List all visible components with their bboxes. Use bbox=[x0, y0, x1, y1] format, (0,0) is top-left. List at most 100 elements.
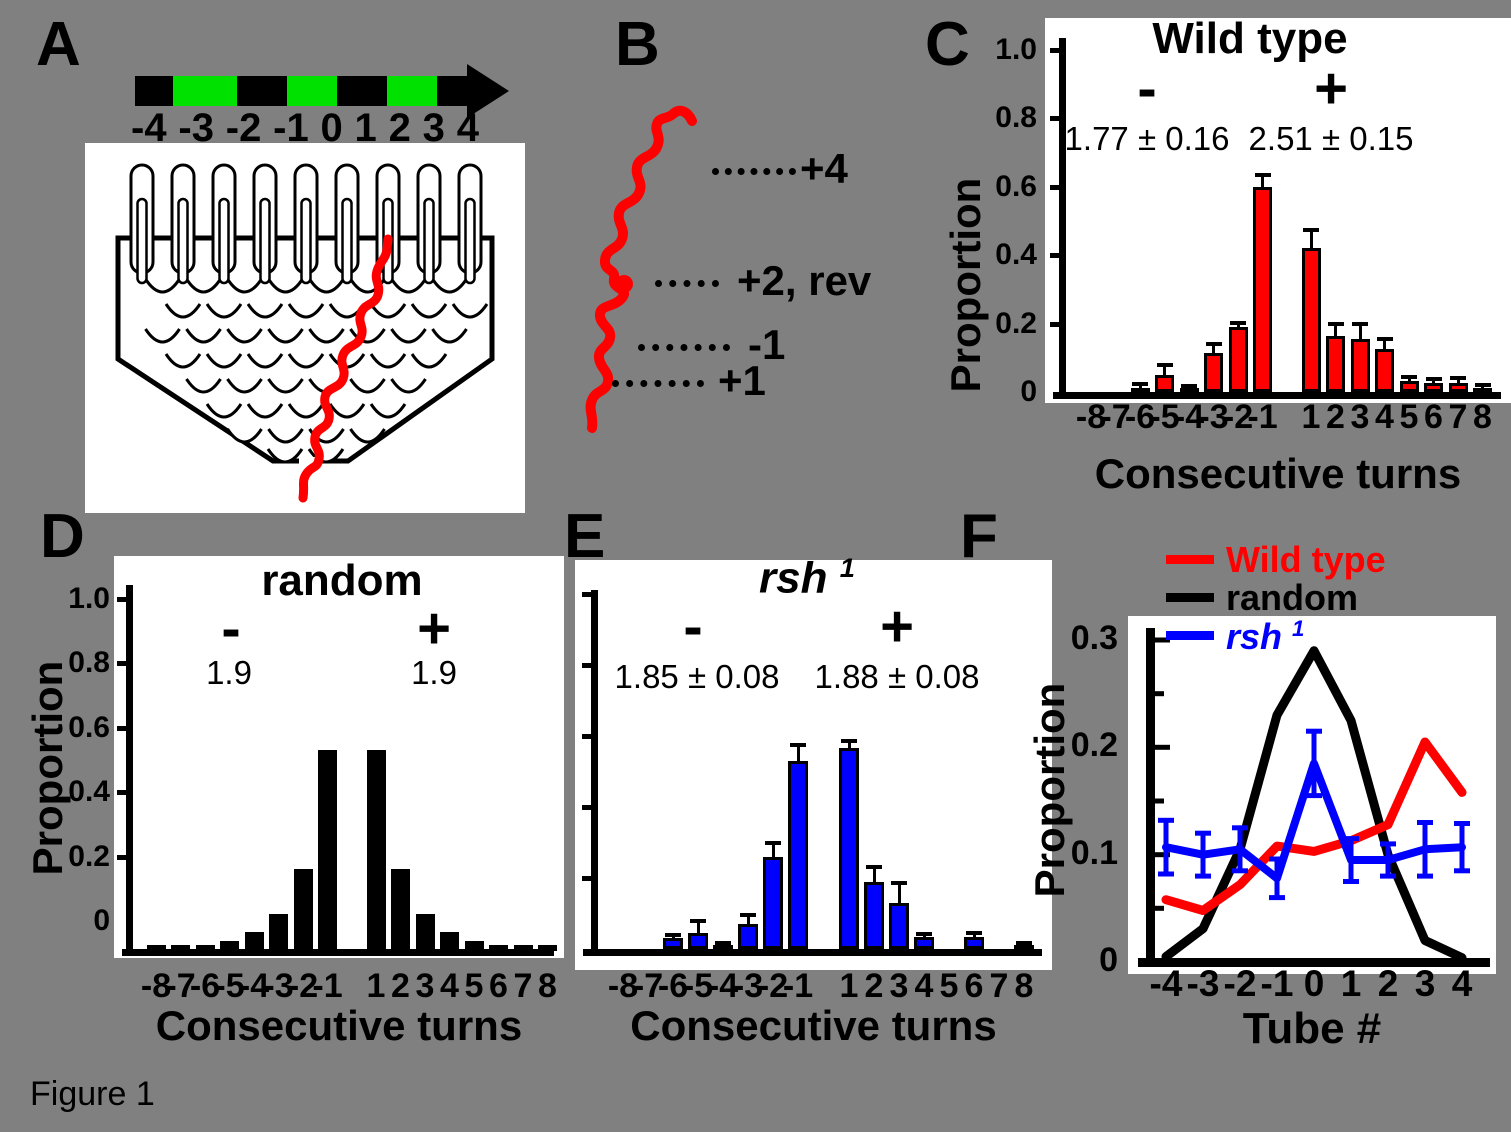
arrow-segment-green bbox=[387, 76, 437, 106]
error-bar-cap bbox=[1132, 381, 1148, 386]
panel-e-plot: rsh 1 - + 1.85 ± 0.08 1.88 ± 0.08 bbox=[575, 553, 1052, 970]
arrow-segment-green bbox=[173, 76, 237, 106]
error-bar-cap bbox=[1425, 377, 1442, 382]
histogram-bar bbox=[293, 868, 313, 949]
error-bar-cap bbox=[740, 912, 756, 917]
x-tick-label: -8 bbox=[140, 967, 172, 1005]
minus-sign: - bbox=[221, 596, 241, 661]
x-tick-label: -2 bbox=[757, 967, 789, 1005]
x-tick-label: 7 bbox=[513, 967, 533, 1005]
x-tick-label: 2 bbox=[391, 967, 410, 1005]
x-tick-label: -3 bbox=[1198, 398, 1229, 436]
histogram-bar bbox=[1424, 383, 1443, 392]
path-score-plus2rev: +2, rev bbox=[737, 257, 872, 304]
x-tick-label: -6 bbox=[657, 967, 689, 1005]
plus-turn-mean: 1.88 ± 0.08 bbox=[814, 658, 980, 695]
path-score-plus4: +4 bbox=[800, 145, 848, 192]
tube-number: 4 bbox=[456, 106, 479, 150]
error-bar bbox=[847, 741, 851, 749]
reversal-knob bbox=[615, 275, 633, 293]
panel-d-plot: random - + 1.9 1.9 bbox=[114, 556, 564, 958]
error-bar bbox=[1456, 377, 1460, 383]
error-bar-cap bbox=[1303, 227, 1319, 232]
histogram-bar bbox=[1204, 352, 1223, 392]
x-tick-label: -3 bbox=[732, 967, 764, 1005]
error-bar bbox=[1163, 365, 1166, 375]
x-axis-baseline bbox=[1053, 392, 1501, 399]
maze-diagram-box bbox=[85, 143, 525, 513]
figure-caption: Figure 1 bbox=[30, 1075, 155, 1113]
error-bar-cap bbox=[1156, 363, 1173, 368]
histogram-bar bbox=[318, 749, 337, 949]
y-tick bbox=[1050, 253, 1059, 259]
y-tick-label: 0.8 bbox=[68, 646, 110, 680]
tube-number: -1 bbox=[273, 106, 309, 150]
plus-sign: + bbox=[880, 594, 914, 659]
error-bar-cap bbox=[1230, 320, 1246, 325]
x-tick-label: 5 bbox=[1399, 398, 1419, 436]
dotted-leader-2 bbox=[655, 280, 719, 287]
x-tick-label: -2 bbox=[1222, 398, 1254, 436]
panel-c-x-tick-labels: -8 -7 -6 -5 -4 -3 -2 -1 1 2 3 4 5 6 7 8 bbox=[1045, 398, 1511, 440]
arrow-segment-black bbox=[135, 76, 173, 106]
x-tick-label: -6 bbox=[1124, 398, 1156, 436]
x-tick-label: 7 bbox=[1448, 398, 1468, 436]
y-axis-spine bbox=[126, 585, 133, 956]
histogram-bar bbox=[1350, 338, 1370, 392]
legend-label-wild-type: Wild type bbox=[1226, 539, 1386, 580]
error-bar-cap bbox=[1327, 321, 1344, 326]
error-bar-cap bbox=[1376, 336, 1393, 341]
histogram-bar bbox=[914, 937, 934, 949]
x-tick-label: -4 bbox=[1149, 963, 1183, 1004]
histogram-bar bbox=[220, 941, 239, 949]
minus-sign: - bbox=[683, 594, 703, 659]
error-bar-cap bbox=[715, 941, 731, 946]
x-tick-label: -2 bbox=[1223, 963, 1257, 1004]
x-tick-label: -1 bbox=[782, 967, 814, 1005]
x-tick-label: 8 bbox=[1473, 398, 1492, 436]
x-tick-label: 5 bbox=[939, 967, 959, 1005]
histogram-bar bbox=[513, 945, 533, 951]
y-tick-label: 0 bbox=[1020, 375, 1037, 408]
error-bar bbox=[1334, 323, 1337, 336]
histogram-bar bbox=[464, 941, 484, 949]
y-tick-label: 0.6 bbox=[995, 169, 1037, 203]
x-tick-label: -4 bbox=[238, 967, 270, 1005]
error-bar bbox=[1383, 338, 1386, 350]
panel-d-y-tick-labels: 1.0 0.8 0.6 0.4 0.2 0 bbox=[46, 556, 110, 958]
x-tick-label: -4 bbox=[1173, 398, 1205, 436]
error-bar bbox=[1212, 344, 1215, 353]
histogram-bar bbox=[1448, 382, 1468, 392]
histogram-bar bbox=[366, 749, 386, 949]
plus-sign: + bbox=[417, 596, 451, 661]
panel-e-x-axis-title: Consecutive turns bbox=[630, 1002, 997, 1049]
x-tick-label: -5 bbox=[214, 967, 245, 1005]
histogram-bar bbox=[738, 924, 758, 949]
histogram-bar bbox=[415, 914, 435, 949]
histogram-bar bbox=[195, 944, 215, 951]
histogram-bar bbox=[663, 938, 683, 949]
x-tick-label: -2 bbox=[287, 967, 319, 1005]
y-tick-label: 0 bbox=[93, 904, 110, 937]
error-bar-cap bbox=[690, 918, 706, 923]
y-tick bbox=[117, 661, 126, 667]
error-bar-cap bbox=[1254, 172, 1271, 177]
x-tick-label: 8 bbox=[1014, 967, 1034, 1005]
tube-number: 1 bbox=[354, 106, 377, 150]
panel-a-label: A bbox=[36, 10, 81, 79]
y-axis-spine bbox=[591, 590, 598, 956]
histogram-bar bbox=[1179, 387, 1199, 394]
x-tick-label: 2 bbox=[1326, 398, 1345, 436]
arrow-segment-black bbox=[337, 76, 387, 106]
error-bar-cap bbox=[1450, 375, 1466, 380]
y-tick bbox=[1050, 321, 1059, 327]
x-tick-label: -8 bbox=[1075, 398, 1107, 436]
x-axis-baseline bbox=[583, 949, 1042, 956]
y-tick-label: 0.3 bbox=[1070, 619, 1118, 657]
error-bar-cap bbox=[866, 865, 882, 870]
minus-turn-mean: 1.9 bbox=[206, 654, 252, 691]
histogram-bar bbox=[1326, 335, 1345, 392]
x-tick-label: 3 bbox=[1350, 398, 1370, 436]
panel-f-x-tick-labels: -4 -3 -2 -1 0 1 2 3 4 bbox=[1128, 965, 1496, 1007]
y-tick bbox=[582, 734, 591, 739]
